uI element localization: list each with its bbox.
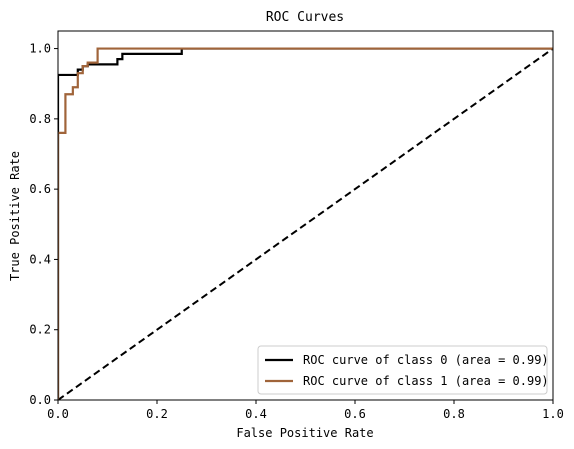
- y-tick-label: 0.4: [29, 252, 51, 266]
- x-tick-label: 0.2: [146, 407, 168, 421]
- reference-diagonal-line: [58, 47, 553, 400]
- y-tick-label: 0.0: [29, 393, 51, 407]
- x-tick-label: 0.0: [47, 407, 69, 421]
- axes-frame: [57, 30, 554, 401]
- x-tick-label: 0.6: [344, 407, 366, 421]
- y-tick-label: 0.8: [29, 112, 51, 126]
- plot-area: 0.0 0.2 0.4 0.6 0.8 1.0 0.0 0.2 0.4 0.6 0.8 1.0 ROC …: [29, 30, 564, 421]
- legend-label: ROC curve of class 1 (area = 0.99): [303, 374, 549, 388]
- chart-title: ROC Curves: [266, 10, 344, 25]
- x-axis-label: False Positive Rate: [236, 426, 373, 440]
- y-tick-label: 1.0: [29, 42, 51, 56]
- y-axis-label: True Positive Rate: [8, 151, 22, 281]
- x-tick-label: 1.0: [542, 407, 564, 421]
- roc-curve-class-1: [58, 47, 553, 400]
- legend-label: ROC curve of class 0 (area = 0.99): [303, 353, 549, 367]
- series-group: [58, 47, 553, 400]
- x-tick-label: 0.4: [245, 407, 267, 421]
- legend: ROC curve of class 0 (area = 0.99) ROC cu…: [257, 345, 549, 395]
- legend-box: [257, 345, 548, 395]
- y-tick-label: 0.6: [29, 182, 51, 196]
- x-tick-label: 0.8: [443, 407, 465, 421]
- y-tick-label: 0.2: [29, 323, 51, 337]
